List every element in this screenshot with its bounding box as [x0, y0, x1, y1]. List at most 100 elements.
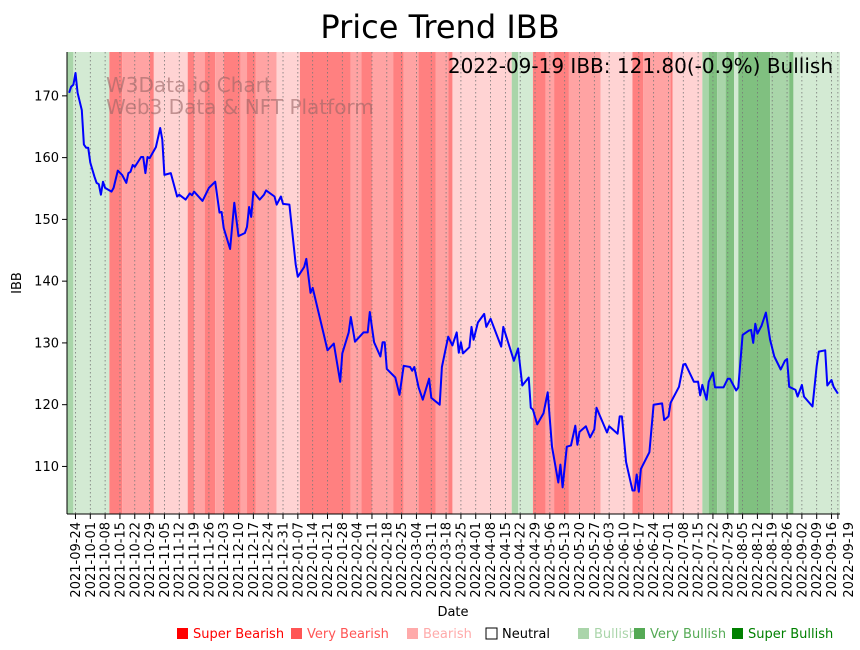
legend-swatch [291, 628, 302, 639]
sentiment-band-bearish [672, 52, 703, 514]
x-tick-label: 2022-05-20 [573, 522, 588, 598]
sentiment-band-very-bullish [511, 52, 519, 514]
x-tick-label: 2022-04-22 [514, 522, 529, 598]
legend-item-very-bullish: Very Bullish [634, 627, 726, 642]
sentiment-bands [67, 52, 840, 514]
legend-label: Bearish [423, 627, 472, 642]
x-tick-label: 2022-04-29 [529, 522, 544, 598]
sentiment-band-super-bearish [393, 52, 404, 514]
x-tick-label: 2022-05-27 [588, 522, 603, 598]
legend-label: Super Bearish [193, 627, 284, 642]
y-axis-label: IBB [10, 272, 25, 294]
y-tick-label: 140 [34, 275, 59, 290]
sentiment-band-very-bearish [194, 52, 205, 514]
legend: Super Bearish Very Bearish Bearish Neutral B… [177, 627, 833, 642]
x-tick-label: 2021-10-08 [99, 522, 114, 598]
sentiment-band-super-bearish [361, 52, 372, 514]
legend-swatch [578, 628, 589, 639]
legend-swatch [177, 628, 188, 639]
x-tick-label: 2022-09-09 [810, 522, 825, 598]
y-tick-label: 130 [34, 336, 59, 351]
legend-item-very-bearish: Very Bearish [291, 627, 389, 642]
sentiment-band-super-bearish [532, 52, 546, 514]
sentiment-band-super-bearish [632, 52, 644, 514]
sentiment-band-super-bearish [187, 52, 195, 514]
sentiment-band-super-bearish [448, 52, 453, 514]
x-tick-label: 2021-12-17 [247, 522, 262, 598]
legend-label: Very Bullish [650, 627, 726, 642]
watermark-line-2: Web3 Data & NFT Platform [106, 95, 374, 119]
x-tick-label: 2022-07-29 [721, 522, 736, 598]
x-tick-label: 2022-06-03 [603, 522, 618, 598]
y-tick-label: 150 [34, 213, 59, 228]
x-tick-label: 2022-01-21 [321, 522, 336, 598]
x-tick-label: 2022-08-26 [781, 522, 796, 598]
x-tick-label: 2021-11-26 [202, 522, 217, 598]
x-tick-label: 2022-05-13 [558, 522, 573, 598]
sentiment-band-super-bearish [299, 52, 351, 514]
x-tick-label: 2022-01-07 [291, 522, 306, 598]
sentiment-band-super-bearish [554, 52, 569, 514]
x-tick-label: 2022-03-25 [454, 522, 469, 598]
x-tick-label: 2022-02-04 [351, 522, 366, 598]
y-tick-label: 170 [34, 89, 59, 104]
y-tick-label: 160 [34, 151, 59, 166]
x-tick-label: 2021-10-01 [84, 522, 99, 598]
sentiment-band-super-bearish [670, 52, 673, 514]
x-tick-label: 2022-04-01 [469, 522, 484, 598]
x-tick-label: 2021-09-24 [69, 522, 84, 598]
x-tick-label: 2022-06-17 [632, 522, 647, 598]
sentiment-band-bearish [452, 52, 512, 514]
legend-swatch [634, 628, 645, 639]
legend-item-super-bearish: Super Bearish [177, 627, 284, 642]
x-tick-label: 2021-12-24 [262, 522, 277, 598]
sentiment-band-very-bearish [240, 52, 248, 514]
sentiment-band-super-bullish [738, 52, 771, 514]
x-tick-label: 2022-07-15 [692, 522, 707, 598]
sentiment-band-bullish [73, 52, 110, 514]
sentiment-band-very-bearish [350, 52, 362, 514]
sentiment-band-super-bearish [418, 52, 436, 514]
y-tick-label: 120 [34, 398, 59, 413]
x-tick-label: 2021-11-19 [188, 522, 203, 598]
legend-label: Bullish [594, 627, 637, 642]
legend-swatch [407, 628, 418, 639]
sentiment-band-super-bullish [708, 52, 718, 514]
y-tick-label: 110 [34, 460, 59, 475]
x-tick-label: 2022-07-22 [706, 522, 721, 598]
legend-swatch [732, 628, 743, 639]
x-tick-label: 2022-03-18 [440, 522, 455, 598]
x-tick-label: 2022-01-14 [306, 522, 321, 598]
legend-label: Very Bearish [307, 627, 389, 642]
sentiment-band-very-bearish [435, 52, 449, 514]
price-line [68, 72, 839, 493]
x-tick-label: 2022-09-02 [795, 522, 810, 598]
x-tick-label: 2021-12-03 [217, 522, 232, 598]
x-tick-label: 2022-08-05 [736, 522, 751, 598]
latest-price-annotation: 2022-09-19 IBB: 121.80(-0.9%) Bullish [448, 54, 833, 78]
x-gridlines [75, 52, 839, 514]
sentiment-band-super-bullish [725, 52, 735, 514]
x-axis-label: Date [437, 605, 468, 620]
legend-item-bullish: Bullish [578, 627, 637, 642]
x-tick-label: 2022-05-06 [543, 522, 558, 598]
sentiment-band-bearish [276, 52, 300, 514]
x-tick-label: 2022-08-19 [766, 522, 781, 598]
watermark-line-1: W3Data.io Chart [106, 73, 272, 97]
sentiment-band-very-bearish [122, 52, 150, 514]
legend-item-super-bullish: Super Bullish [732, 627, 833, 642]
chart-title: Price Trend IBB [320, 8, 559, 46]
sentiment-band-very-bearish [215, 52, 224, 514]
x-tick-label: 2022-07-01 [662, 522, 677, 598]
x-tick-label: 2021-10-15 [113, 522, 128, 598]
sentiment-band-super-bearish [223, 52, 241, 514]
x-tick-label: 2022-06-10 [617, 522, 632, 598]
x-tick-label: 2022-09-19 [842, 522, 857, 598]
x-tick-label: 2021-12-10 [232, 522, 247, 598]
x-tick-label: 2022-03-04 [410, 522, 425, 598]
legend-item-neutral: Neutral [485, 627, 550, 642]
sentiment-band-bearish [153, 52, 188, 514]
x-tick-label: 2022-06-24 [647, 522, 662, 598]
legend-item-bearish: Bearish [407, 627, 472, 642]
